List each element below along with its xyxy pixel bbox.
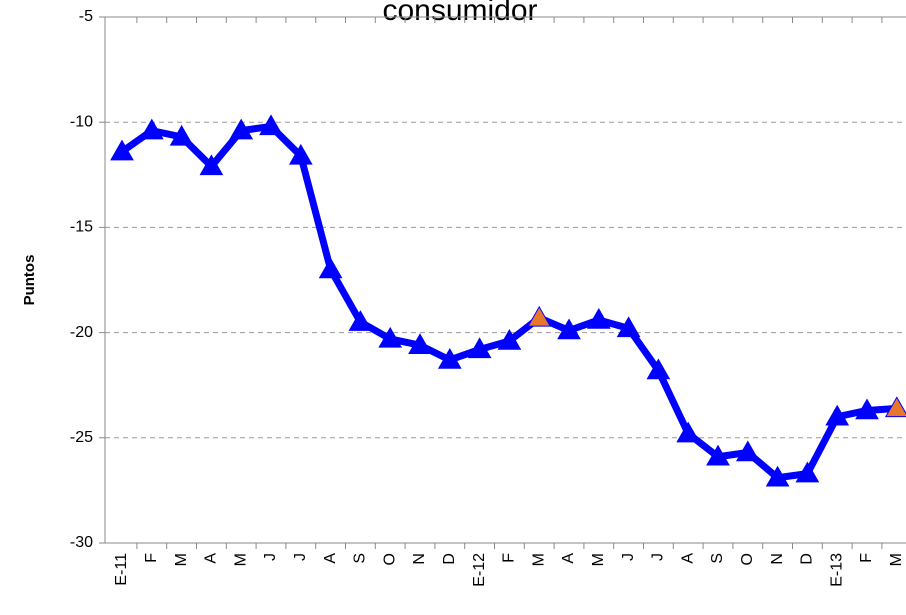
x-tick-label: M	[232, 553, 249, 566]
marker	[437, 347, 462, 369]
marker	[169, 124, 194, 146]
x-tick-label: S	[352, 553, 369, 564]
y-tick-label: -5	[79, 8, 93, 25]
marker	[825, 404, 850, 426]
x-tick-label: M	[590, 553, 607, 566]
x-tick-label: J	[650, 553, 667, 561]
line	[119, 122, 898, 482]
x-tick-label: M	[173, 553, 190, 566]
x-tick-label: F	[143, 553, 160, 563]
marker	[378, 326, 403, 348]
y-tick-label: -30	[70, 534, 93, 551]
marker	[318, 257, 343, 279]
y-tick-label: -20	[70, 324, 93, 341]
x-tick-label: A	[203, 553, 220, 564]
x-tick-label: J	[262, 553, 279, 561]
x-tick-label: E-13	[828, 553, 845, 587]
marker	[884, 396, 906, 418]
marker	[110, 139, 134, 161]
marker	[199, 154, 224, 176]
x-tick-label: D	[441, 553, 458, 565]
marker	[676, 421, 701, 443]
marker	[259, 114, 283, 136]
marker	[646, 358, 671, 380]
x-tick-label: J	[292, 553, 309, 561]
x-tick-label: E-11	[113, 553, 130, 586]
x-tick-label: A	[560, 553, 577, 564]
x-tick-label: D	[799, 553, 816, 565]
marker	[795, 461, 820, 483]
marker	[229, 118, 254, 140]
chart-title: consumidor	[382, 0, 537, 27]
marker	[557, 318, 581, 340]
marker	[527, 305, 552, 327]
marker	[139, 118, 164, 140]
marker	[616, 316, 641, 338]
marker	[467, 337, 492, 359]
x-tick-label: F	[501, 553, 518, 563]
x-tick-label: E-12	[471, 553, 488, 587]
x-tick-label: F	[858, 553, 875, 563]
y-axis-label: Puntos	[21, 255, 38, 306]
x-tick-label: O	[381, 553, 398, 565]
y-tick-label: -25	[70, 429, 93, 446]
marker	[706, 444, 730, 466]
x-tick-label: J	[620, 553, 637, 561]
x-tick-label: A	[322, 553, 339, 564]
marker	[288, 143, 313, 165]
y-tick-label: -15	[70, 219, 93, 236]
marker	[855, 398, 879, 420]
x-tick-label: N	[411, 553, 428, 565]
marker	[408, 333, 432, 354]
x-tick-label: M	[530, 553, 547, 566]
marker	[765, 465, 790, 487]
marker	[586, 307, 611, 329]
y-tick-label: -10	[70, 113, 93, 130]
x-tick-label: A	[679, 553, 696, 564]
marker	[735, 440, 760, 462]
marker	[497, 329, 522, 350]
x-tick-label: M	[888, 553, 905, 566]
x-tick-label: N	[769, 553, 786, 565]
x-tick-label: S	[709, 553, 726, 564]
x-tick-label: O	[739, 553, 756, 565]
marker	[348, 310, 373, 331]
